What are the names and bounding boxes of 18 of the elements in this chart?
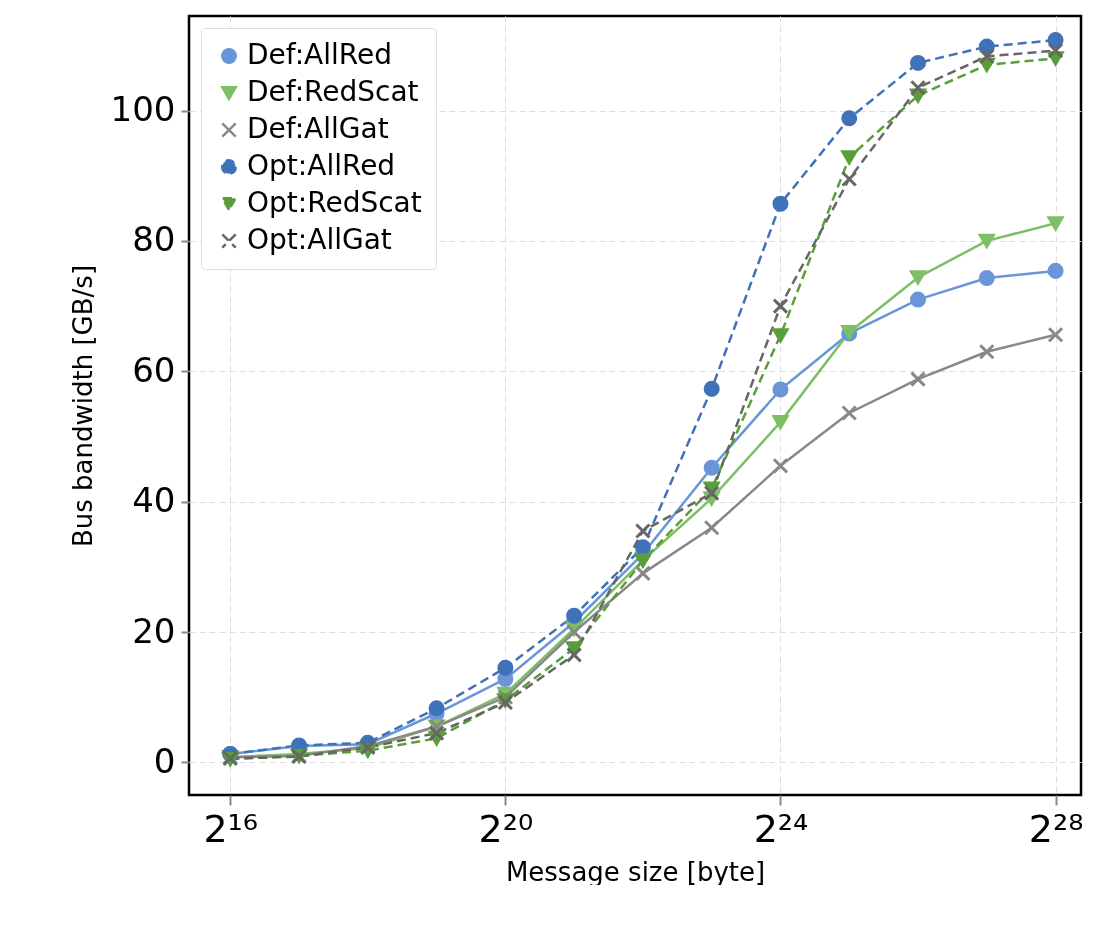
x-tick-label: 2²⁸ — [1028, 806, 1084, 851]
x-tick-label: 2¹⁶ — [203, 806, 259, 851]
y-tick-label: 0 — [153, 740, 176, 781]
legend-label: Opt:AllRed — [247, 149, 396, 182]
legend-label: Opt:RedScat — [247, 186, 422, 219]
y-tick-label: 60 — [132, 349, 176, 390]
y-tick-label: 20 — [132, 610, 176, 651]
y-tick-label: 40 — [132, 480, 176, 521]
legend-label: Def:AllRed — [247, 38, 392, 71]
y-tick-label: 80 — [132, 219, 176, 260]
x-tick-label: 2²⁴ — [753, 806, 809, 851]
legend-label: Def:AllGat — [247, 112, 389, 145]
x-tick-label: 2²⁰ — [478, 806, 534, 851]
legend-label: Opt:AllGat — [247, 223, 392, 256]
legend-label: Def:RedScat — [247, 75, 419, 108]
y-axis-title: Bus bandwidth [GB/s] — [67, 264, 98, 548]
x-axis-title: Message size [byte] — [505, 856, 766, 887]
y-tick-label: 100 — [110, 89, 176, 130]
